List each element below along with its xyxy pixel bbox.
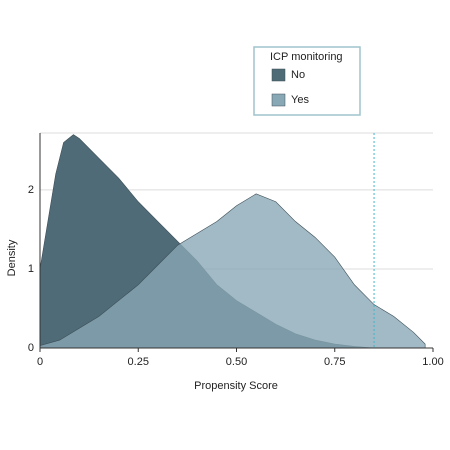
legend-swatch xyxy=(271,93,286,107)
x-axis-label: Propensity Score xyxy=(194,380,278,392)
y-tick-label: 1 xyxy=(28,263,34,275)
legend-label: No xyxy=(291,69,305,81)
x-tick-label: 0.75 xyxy=(324,356,345,368)
y-tick-label: 0 xyxy=(28,342,34,354)
legend-swatch xyxy=(271,68,286,82)
x-tick-label: 0 xyxy=(37,356,43,368)
legend-box xyxy=(253,46,361,116)
x-tick-label: 1.00 xyxy=(422,356,443,368)
x-tick-label: 0.50 xyxy=(226,356,247,368)
legend-label: Yes xyxy=(291,94,309,106)
legend-title: ICP monitoring xyxy=(270,51,343,63)
x-tick-label: 0.25 xyxy=(128,356,149,368)
density-area xyxy=(39,193,426,349)
y-tick-label: 2 xyxy=(28,184,34,196)
y-axis-label: Density xyxy=(6,239,18,276)
